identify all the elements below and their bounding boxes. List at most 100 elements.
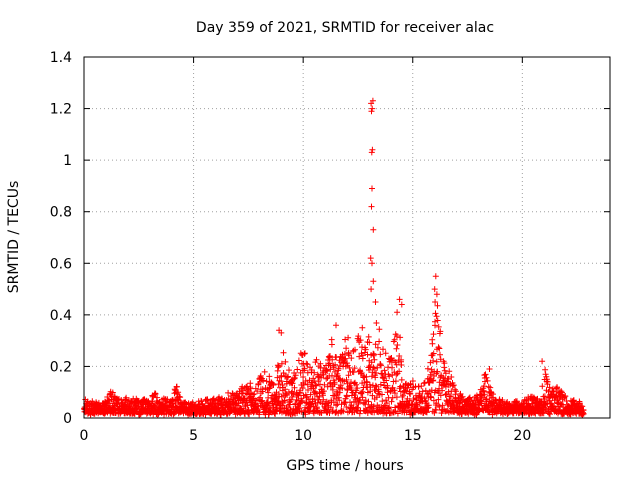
data-point xyxy=(266,385,273,392)
data-point xyxy=(435,344,442,351)
data-point xyxy=(377,381,384,388)
data-point xyxy=(348,355,355,362)
data-point xyxy=(372,382,379,389)
data-point xyxy=(481,391,488,398)
data-point xyxy=(320,371,327,378)
data-point xyxy=(301,365,308,372)
data-point xyxy=(274,374,281,381)
data-point xyxy=(442,391,449,398)
data-point xyxy=(392,378,399,385)
y-tick-label: 0 xyxy=(63,411,72,427)
data-point xyxy=(369,260,375,267)
data-point xyxy=(265,389,272,396)
data-point xyxy=(320,388,327,395)
data-point xyxy=(313,390,320,397)
data-point xyxy=(435,323,442,330)
data-point xyxy=(366,339,373,346)
data-point xyxy=(393,394,400,401)
data-point xyxy=(291,384,298,391)
data-point xyxy=(327,404,334,411)
data-point xyxy=(340,408,347,415)
data-point xyxy=(398,301,405,308)
y-tick-label: 0.6 xyxy=(50,256,72,272)
data-point xyxy=(321,381,328,388)
data-point xyxy=(247,385,254,392)
data-point xyxy=(434,302,441,309)
data-point xyxy=(370,403,377,410)
data-point xyxy=(343,345,350,352)
data-point xyxy=(366,363,373,370)
data-point xyxy=(328,341,335,348)
data-point xyxy=(432,273,439,280)
data-point xyxy=(369,185,375,192)
data-point xyxy=(376,338,383,345)
data-point xyxy=(369,105,376,112)
grid-lines xyxy=(84,57,610,418)
data-point xyxy=(370,226,377,233)
data-point xyxy=(337,382,344,389)
data-point xyxy=(300,374,307,380)
data-point xyxy=(247,380,254,387)
data-point xyxy=(487,384,494,391)
data-point xyxy=(437,351,443,358)
data-point xyxy=(386,373,393,380)
data-point xyxy=(368,373,375,380)
data-point xyxy=(544,378,551,385)
data-point xyxy=(269,380,276,387)
data-point xyxy=(377,351,384,358)
data-point xyxy=(340,359,347,366)
chart-title: Day 359 of 2021, SRMTID for receiver ala… xyxy=(196,20,494,36)
data-point xyxy=(558,388,565,395)
data-point xyxy=(362,397,369,404)
data-point xyxy=(296,401,303,407)
data-point xyxy=(450,382,457,389)
data-point xyxy=(263,378,270,385)
data-point xyxy=(362,346,369,353)
data-point xyxy=(356,410,363,417)
data-point xyxy=(424,405,431,412)
data-point xyxy=(175,389,182,396)
y-axis-title: SRMTID / TECUs xyxy=(6,181,22,294)
data-point xyxy=(331,379,338,386)
data-point xyxy=(313,382,320,389)
data-point xyxy=(368,149,375,156)
data-point xyxy=(436,345,443,352)
data-point xyxy=(289,393,296,400)
data-point xyxy=(365,333,372,340)
data-point xyxy=(406,390,413,397)
data-point xyxy=(369,392,376,399)
data-point xyxy=(152,390,159,397)
data-point xyxy=(369,97,376,104)
data-point xyxy=(286,401,293,408)
data-point xyxy=(546,384,553,391)
data-point xyxy=(481,383,487,390)
data-point xyxy=(313,356,320,363)
data-point xyxy=(482,378,488,385)
data-point xyxy=(442,370,449,377)
data-point xyxy=(547,411,553,418)
data-point xyxy=(346,364,353,371)
data-point xyxy=(478,398,485,405)
data-point xyxy=(549,402,556,409)
y-tick-label: 1 xyxy=(63,153,72,169)
data-point xyxy=(339,385,346,392)
x-tick-label: 5 xyxy=(189,428,198,444)
data-point xyxy=(432,322,438,329)
data-point xyxy=(292,372,299,379)
data-point xyxy=(275,381,282,388)
data-point xyxy=(406,397,413,404)
data-point xyxy=(281,397,288,404)
x-tick-labels: 0 5 10 15 20 xyxy=(80,428,532,444)
data-point xyxy=(236,394,243,401)
data-point xyxy=(358,370,365,376)
data-point xyxy=(430,350,437,357)
data-point xyxy=(341,400,348,407)
data-point xyxy=(278,378,285,385)
data-point xyxy=(388,398,395,405)
data-point xyxy=(429,340,436,347)
data-point xyxy=(327,379,334,386)
data-point xyxy=(324,368,331,374)
data-point xyxy=(368,108,375,115)
x-tick-label: 15 xyxy=(404,428,422,444)
data-point xyxy=(386,404,393,411)
